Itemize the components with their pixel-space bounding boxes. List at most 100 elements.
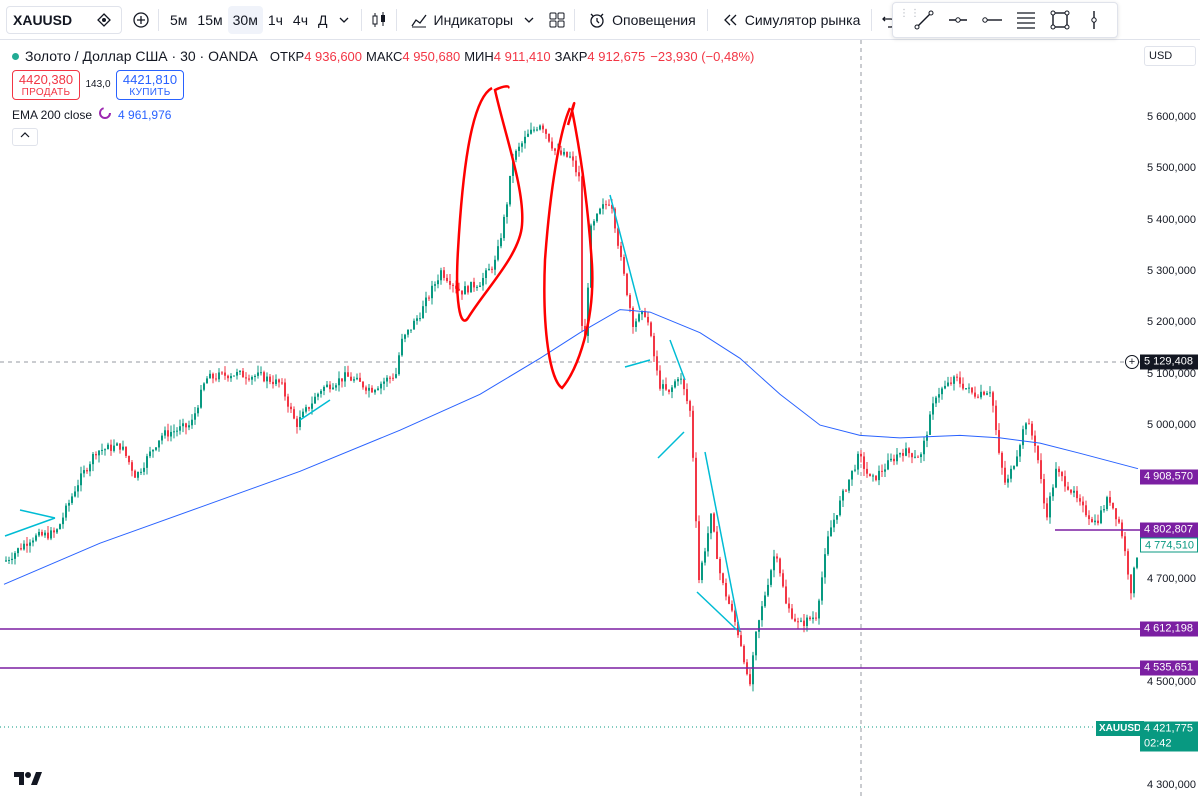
chart-legend: Золото / Доллар США · 30 · OANDA ОТКР 4 9… xyxy=(12,46,754,66)
candle-body xyxy=(527,133,529,137)
candle-body xyxy=(203,383,205,390)
candles-icon[interactable] xyxy=(368,9,390,31)
candle-body xyxy=(626,273,628,296)
currency-selector[interactable]: USD xyxy=(1144,46,1196,66)
alerts-button[interactable]: Оповещения xyxy=(581,6,701,34)
spread-value: 143,0 xyxy=(85,79,111,90)
candle-body xyxy=(926,434,928,441)
candle-body xyxy=(197,407,199,414)
candle-body xyxy=(614,208,616,229)
candle-body xyxy=(50,530,52,539)
indicators-icon xyxy=(408,9,430,31)
candle-body xyxy=(1109,497,1111,503)
fib-retracement-icon[interactable] xyxy=(1009,6,1043,34)
candle-body xyxy=(95,453,97,456)
trend-line xyxy=(696,591,738,631)
compare-add-icon[interactable] xyxy=(130,9,152,31)
candle-body xyxy=(320,390,322,394)
sell-button[interactable]: 4420,380 ПРОДАТЬ xyxy=(12,70,80,100)
horizontal-ray-icon[interactable] xyxy=(941,6,975,34)
indicators-button[interactable]: Индикаторы xyxy=(403,6,519,34)
candle-body xyxy=(446,277,448,281)
candle-body xyxy=(278,379,280,383)
horizontal-line-icon[interactable] xyxy=(975,6,1009,34)
candle-body xyxy=(761,606,763,621)
candle-body xyxy=(986,393,988,395)
candle-body xyxy=(329,384,331,390)
candle-body xyxy=(638,314,640,322)
candle-body xyxy=(431,285,433,299)
interval-chevron-down-icon[interactable] xyxy=(333,9,355,31)
candle-body xyxy=(881,470,883,472)
candle-body xyxy=(644,310,646,317)
candle-body xyxy=(113,445,115,451)
candle-body xyxy=(647,316,649,323)
candle-body xyxy=(491,268,493,270)
vertical-line-icon[interactable] xyxy=(1077,6,1111,34)
buy-button[interactable]: 4421,810 КУПИТЬ xyxy=(116,70,184,100)
indicators-chevron-down-icon[interactable] xyxy=(518,9,540,31)
candle-body xyxy=(470,281,472,293)
candle-body xyxy=(122,446,124,450)
ema-legend[interactable]: EMA 200 close 4 961,976 xyxy=(12,106,171,123)
candle-body xyxy=(818,600,820,619)
candle-body xyxy=(479,285,481,287)
collapse-legend-button[interactable] xyxy=(12,128,38,146)
candle-body xyxy=(167,430,169,437)
candle-body xyxy=(821,577,823,601)
level2-price-label: 4 612,198 xyxy=(1140,621,1198,637)
candle-body xyxy=(827,536,829,555)
last-price-label: 4 774,510 xyxy=(1140,537,1198,553)
red-circle-annotation-right xyxy=(543,101,594,390)
interval-1d[interactable]: Д xyxy=(318,11,328,28)
candle-body xyxy=(146,456,148,468)
candle-body xyxy=(1124,536,1126,552)
price-tick-label: 5 500,000 xyxy=(1147,162,1196,175)
rectangle-icon[interactable] xyxy=(1043,6,1077,34)
close-label: ЗАКР xyxy=(554,48,588,64)
symbol-flag-icon[interactable] xyxy=(93,9,115,31)
candle-body xyxy=(1100,510,1102,524)
candle-body xyxy=(740,635,742,646)
candle-body xyxy=(950,382,952,384)
interval-4h[interactable]: 4ч xyxy=(292,11,309,28)
candle-body xyxy=(755,631,757,656)
price-tick-label: 4 300,000 xyxy=(1147,778,1196,791)
candle-body xyxy=(1019,445,1021,457)
candle-body xyxy=(650,322,652,336)
candle-body xyxy=(296,418,298,427)
candle-body xyxy=(911,453,913,458)
instrument-title: Золото / Доллар США · 30 · OANDA xyxy=(25,48,258,64)
replay-button[interactable]: Симулятор рынка xyxy=(714,6,866,34)
candle-body xyxy=(743,645,745,663)
tradingview-logo[interactable] xyxy=(14,770,42,791)
interval-30m[interactable]: 30м xyxy=(227,5,263,34)
candle-body xyxy=(413,320,415,330)
candle-body xyxy=(170,431,172,437)
add-plus-icon[interactable]: + xyxy=(1125,355,1139,369)
candle-body xyxy=(65,505,67,518)
candle-body xyxy=(971,387,973,393)
drag-handle-icon[interactable]: ⋮⋮ xyxy=(899,8,921,19)
alarm-clock-icon xyxy=(586,9,608,31)
candle-body xyxy=(188,425,190,428)
symbol-search[interactable]: XAUUSD xyxy=(6,5,122,34)
layouts-grid-icon[interactable] xyxy=(546,9,568,31)
candle-body xyxy=(305,407,307,412)
candle-body xyxy=(1007,478,1009,483)
candle-body xyxy=(458,288,460,291)
interval-5m[interactable]: 5м xyxy=(170,11,188,28)
candle-body xyxy=(416,318,418,321)
candle-body xyxy=(218,372,220,380)
interval-15m[interactable]: 15м xyxy=(197,11,223,28)
candle-body xyxy=(848,479,850,491)
candle-body xyxy=(155,447,157,450)
symbol-name: XAUUSD xyxy=(13,11,73,28)
price-chart[interactable] xyxy=(0,40,1140,799)
interval-1h[interactable]: 1ч xyxy=(267,11,283,28)
candle-body xyxy=(452,284,454,286)
candle-body xyxy=(545,129,547,134)
candle-body xyxy=(29,542,31,546)
trend-line-icon[interactable] xyxy=(907,6,941,34)
candle-body xyxy=(569,156,571,158)
